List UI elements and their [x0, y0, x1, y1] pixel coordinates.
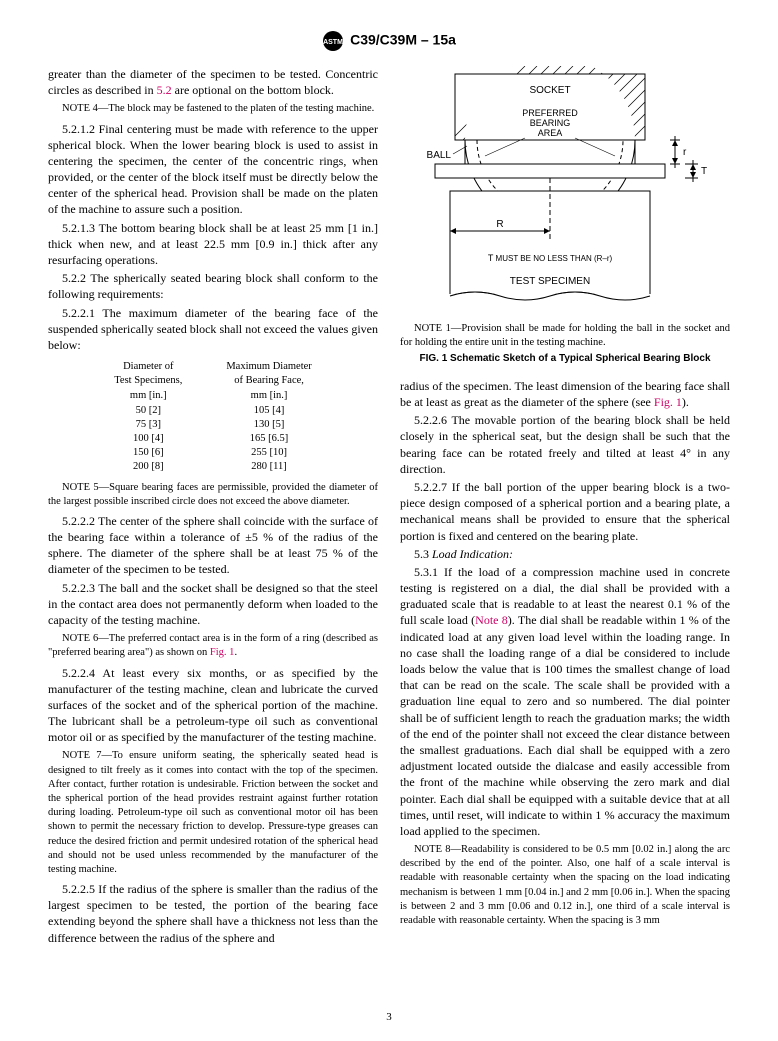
- ref-note8: Note 8: [475, 613, 508, 627]
- r-label: r: [683, 147, 687, 158]
- ref-fig1: Fig. 1: [210, 647, 235, 658]
- svg-text:ASTM: ASTM: [323, 39, 343, 46]
- page-header: ASTM C39/C39M – 15a: [48, 30, 730, 52]
- figure-note: NOTE 1—Provision shall be made for holdi…: [400, 322, 730, 350]
- table-header-col2: Maximum Diameter of Bearing Face, mm [in…: [204, 359, 333, 404]
- ref-fig1-b: Fig. 1: [654, 395, 682, 409]
- note-6: NOTE 6—The preferred contact area is in …: [48, 632, 378, 660]
- para-522: 5.2.2 The spherically seated bearing blo…: [48, 270, 378, 302]
- bearing-block-diagram: SOCKET PREFERRED BEARING AREA BALL: [405, 66, 725, 316]
- section-5-3: 5.3 Load Indication:: [400, 546, 730, 562]
- bearing-face-table: Diameter of Test Specimens, mm [in.] Max…: [92, 359, 334, 474]
- para-radius-cont: radius of the specimen. The least dimens…: [400, 378, 730, 410]
- figure-caption: FIG. 1 Schematic Sketch of a Typical Sph…: [400, 352, 730, 366]
- figure-1: SOCKET PREFERRED BEARING AREA BALL: [400, 66, 730, 366]
- para-5225: 5.2.2.5 If the radius of the sphere is s…: [48, 881, 378, 946]
- para-5222: 5.2.2.2 The center of the sphere shall c…: [48, 513, 378, 578]
- ball-label: BALL: [427, 150, 452, 161]
- preferred-label: PREFERRED: [522, 108, 578, 118]
- para-531: 5.3.1 If the load of a compression machi…: [400, 564, 730, 839]
- standard-number: C39/C39M – 15a: [350, 32, 456, 48]
- bearing-label: BEARING: [530, 118, 571, 128]
- note-5: NOTE 5—Square bearing faces are permissi…: [48, 481, 378, 509]
- para-5213: 5.2.1.3 The bottom bearing block shall b…: [48, 220, 378, 269]
- para-5227: 5.2.2.7 If the ball portion of the upper…: [400, 479, 730, 544]
- table-header-col1: Diameter of Test Specimens, mm [in.]: [92, 359, 204, 404]
- t-note: T MUST BE NO LESS THAN (R–r): [488, 253, 613, 263]
- R-label: R: [496, 219, 503, 230]
- T-label: T: [701, 166, 707, 177]
- para-5221: 5.2.2.1 The maximum diameter of the bear…: [48, 305, 378, 354]
- note-4: NOTE 4—The block may be fastened to the …: [48, 102, 378, 116]
- text-columns: greater than the diameter of the specime…: [48, 66, 730, 946]
- page-number: 3: [0, 1010, 778, 1025]
- para-5212: 5.2.1.2 Final centering must be made wit…: [48, 121, 378, 218]
- note-7: NOTE 7—To ensure uniform seating, the sp…: [48, 749, 378, 877]
- table-row: 75 [3]130 [5]: [92, 418, 334, 432]
- table-row: 150 [6]255 [10]: [92, 446, 334, 460]
- para-5223: 5.2.2.3 The ball and the socket shall be…: [48, 580, 378, 629]
- para-5211-cont: greater than the diameter of the specime…: [48, 66, 378, 98]
- para-5224: 5.2.2.4 At least every six months, or as…: [48, 665, 378, 746]
- para-5226: 5.2.2.6 The movable portion of the beari…: [400, 412, 730, 477]
- page: ASTM C39/C39M – 15a greater than the dia…: [0, 0, 778, 1041]
- table-row: 200 [8]280 [11]: [92, 460, 334, 474]
- note-8: NOTE 8—Readability is considered to be 0…: [400, 843, 730, 928]
- astm-logo-icon: ASTM: [322, 30, 344, 52]
- area-label: AREA: [538, 128, 563, 138]
- socket-label: SOCKET: [529, 85, 570, 96]
- ref-5-2: 5.2: [157, 83, 172, 97]
- test-specimen-label: TEST SPECIMEN: [510, 276, 590, 287]
- table-row: 50 [2]105 [4]: [92, 404, 334, 418]
- table-row: 100 [4]165 [6.5]: [92, 432, 334, 446]
